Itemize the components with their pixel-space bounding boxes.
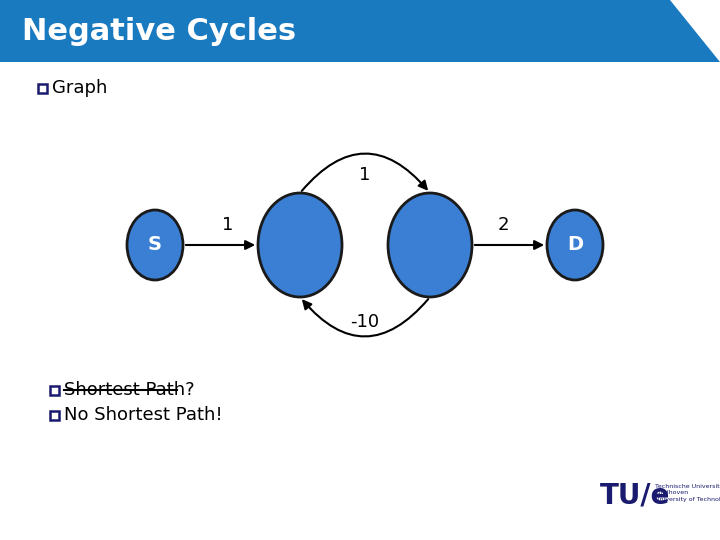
FancyArrowPatch shape (303, 299, 428, 336)
Text: TU/e: TU/e (600, 482, 670, 510)
Bar (50, 386, 59, 395)
Text: Shortest Path?: Shortest Path? (64, 381, 194, 399)
FancyArrowPatch shape (474, 241, 542, 249)
Ellipse shape (127, 210, 183, 280)
Text: D: D (567, 235, 583, 254)
FancyArrowPatch shape (186, 241, 253, 249)
FancyBboxPatch shape (0, 0, 720, 62)
FancyArrowPatch shape (302, 153, 427, 191)
Text: Negative Cycles: Negative Cycles (22, 17, 296, 45)
Text: 1: 1 (359, 166, 371, 184)
Text: 2: 2 (498, 216, 509, 234)
Text: Graph: Graph (52, 79, 107, 97)
Text: -10: -10 (351, 313, 379, 331)
Text: S: S (148, 235, 162, 254)
Ellipse shape (388, 193, 472, 297)
Text: Technische Universiteit
Eindhoven
University of Technology: Technische Universiteit Eindhoven Univer… (655, 484, 720, 502)
Text: 1: 1 (222, 216, 234, 234)
Bar (38, 84, 47, 92)
Polygon shape (670, 0, 720, 62)
Ellipse shape (258, 193, 342, 297)
Bar (50, 410, 59, 420)
Text: No Shortest Path!: No Shortest Path! (64, 406, 222, 424)
Ellipse shape (547, 210, 603, 280)
